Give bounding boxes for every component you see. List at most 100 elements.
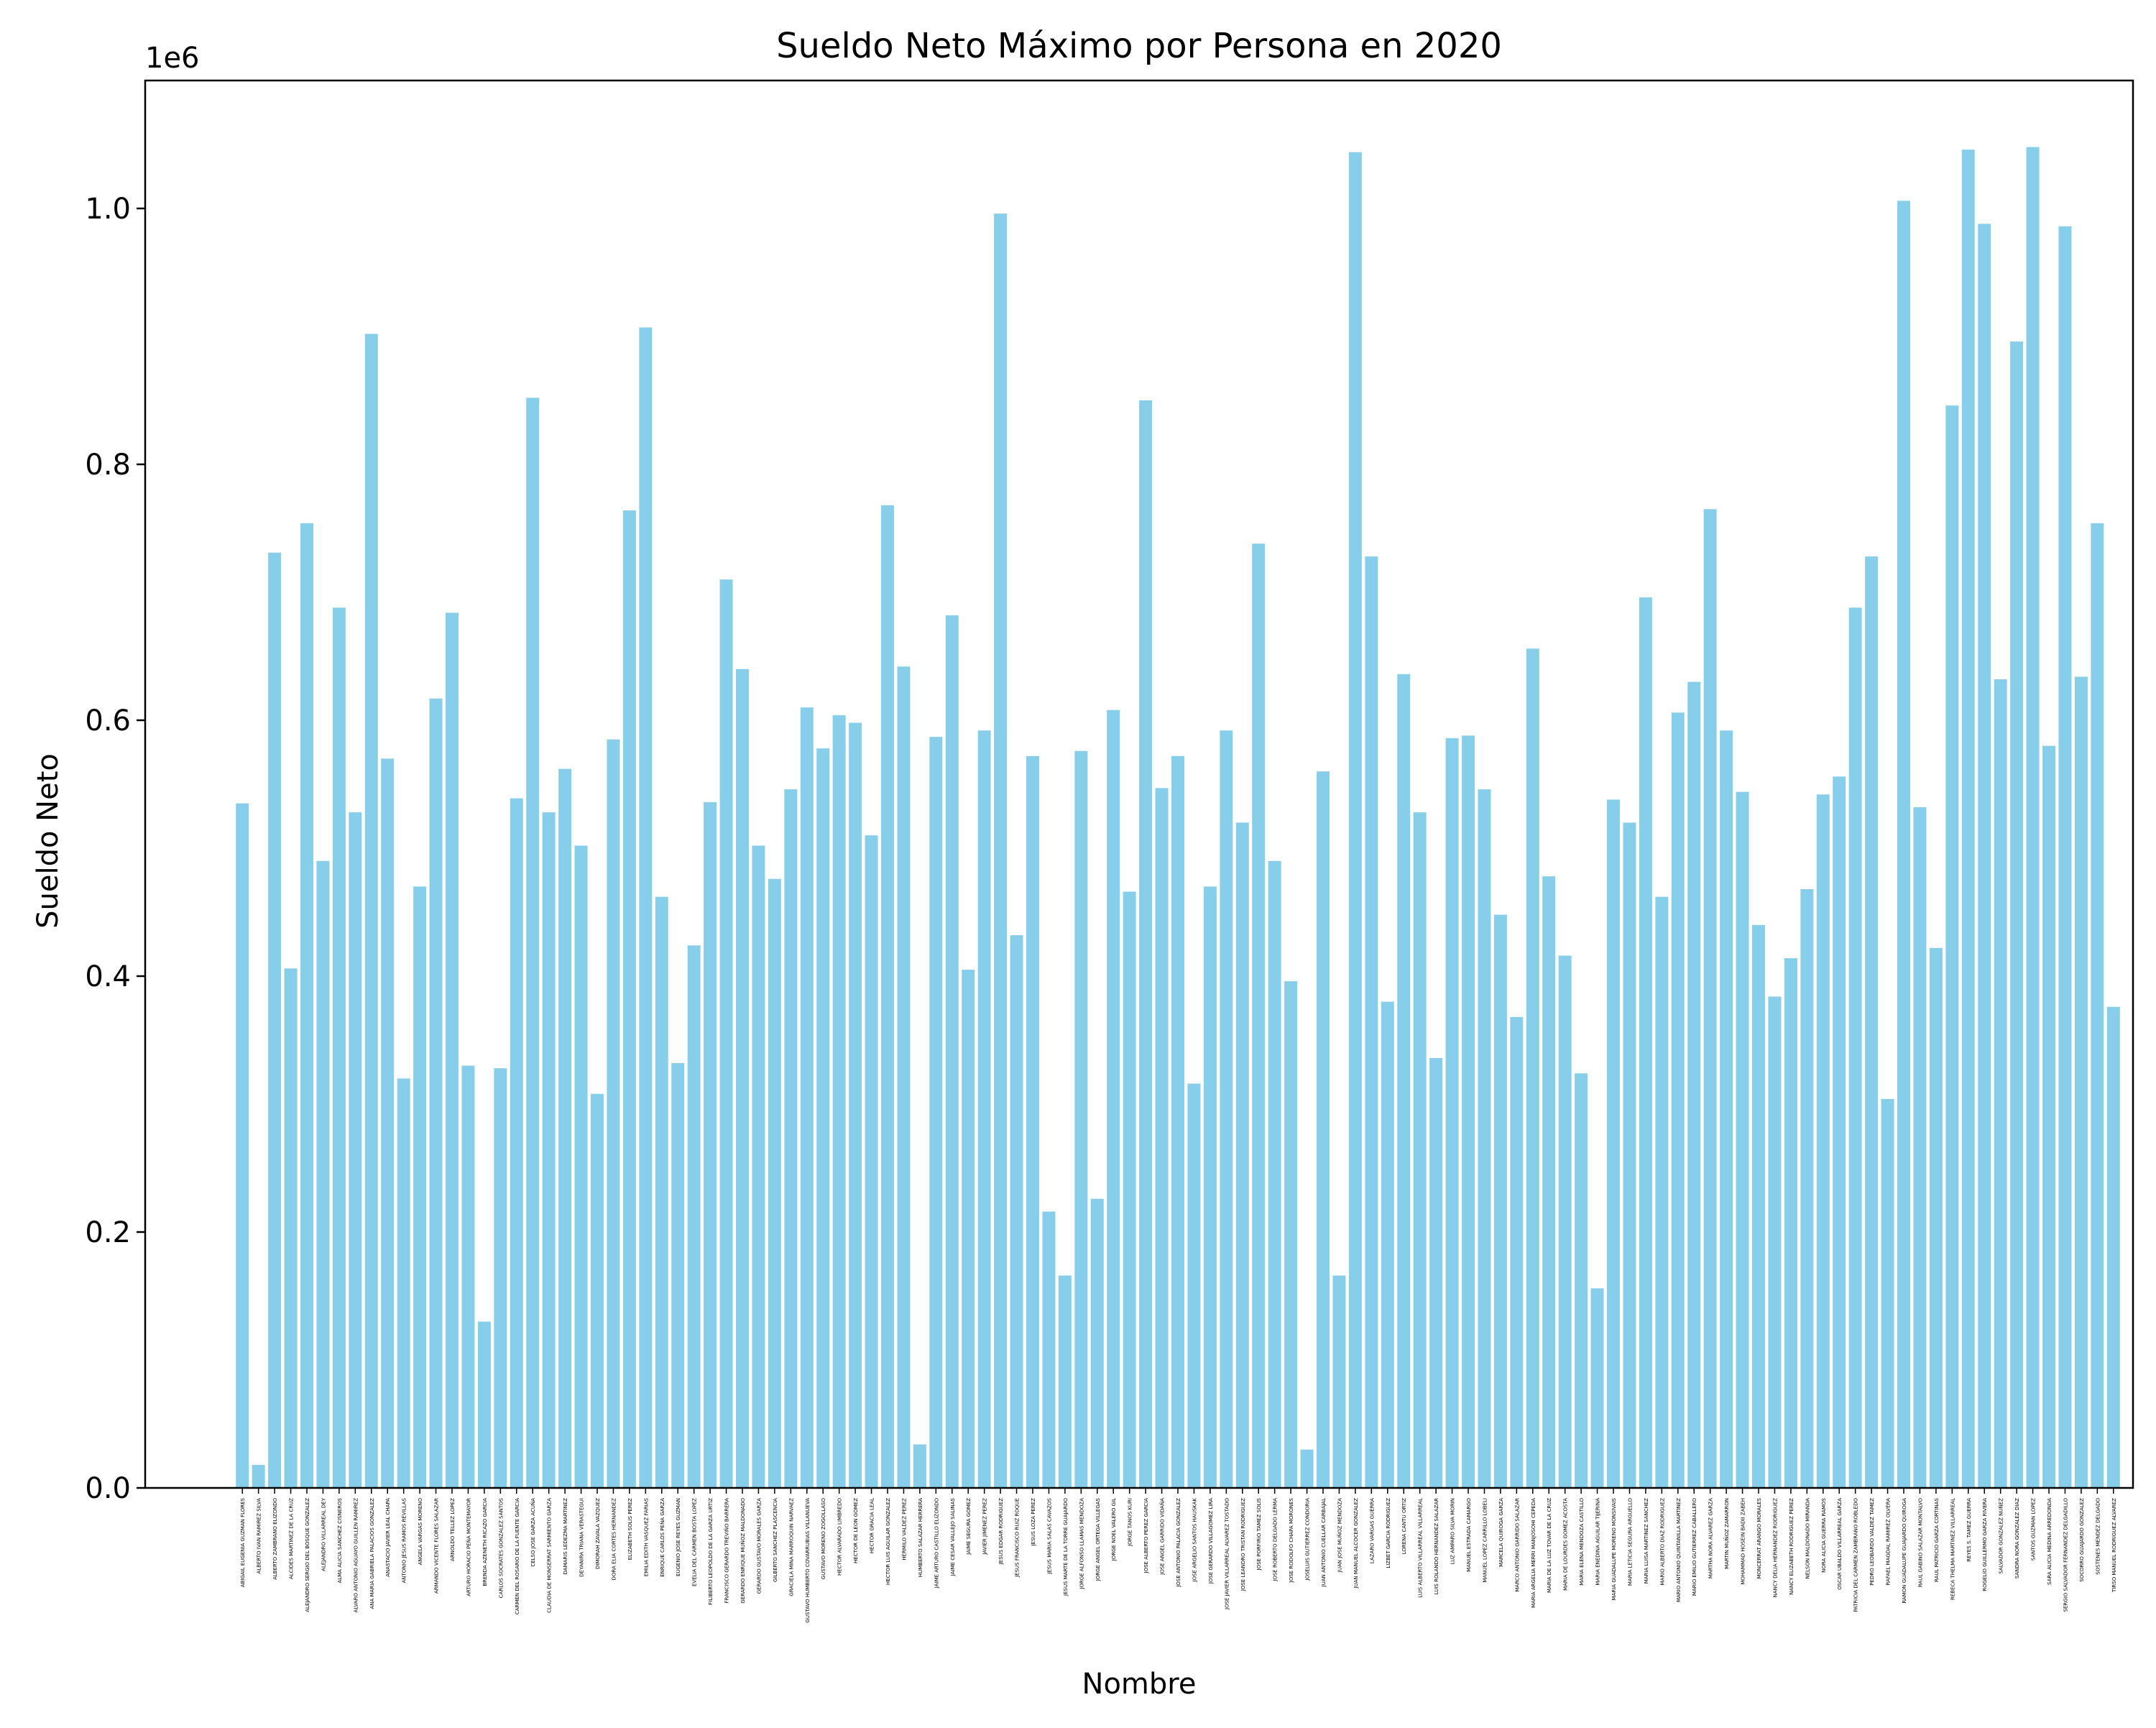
bar	[1493, 914, 1507, 1488]
x-tick-label: PEDRO LEOBARDO VALDEZ TAMEZ	[1869, 1498, 1875, 1586]
x-tick-label: JOSELUIS GUTIERREZ CONDORIA	[1305, 1498, 1311, 1581]
x-tick-label: GUSTAVO HUMBERTO COVARRUBIAS VILLANUEVA	[805, 1498, 811, 1623]
bar	[316, 860, 330, 1488]
x-tick-label: JESUS MARIA SALAS CAVAZOS	[1046, 1497, 1052, 1574]
bar	[1462, 735, 1475, 1488]
x-tick-label: MANUEL LOPEZ CARRILLO LOBELI	[1482, 1498, 1488, 1583]
x-tick-label: JESUS MARTE DE LA TORRE GUAJARDO	[1063, 1498, 1069, 1596]
x-tick-label: TIRSO MANUEL RODRIGUEZ ALVAREZ	[2111, 1498, 2117, 1593]
x-tick-label: GRACIELA MINA MARROQUIN NARVAEZ	[788, 1498, 794, 1596]
bar	[2058, 226, 2072, 1488]
bar	[591, 1093, 604, 1488]
bar	[1994, 679, 2007, 1488]
bar	[1720, 730, 1733, 1488]
x-tick-label: NANCY ELIZABETH RODRIGUEZ PEREZ	[1789, 1498, 1795, 1595]
bar	[1800, 888, 1814, 1488]
bar	[1945, 405, 1959, 1488]
x-tick-label: MARCO ANTONIO GARRIDO SALAZAR	[1514, 1498, 1520, 1592]
bar	[300, 523, 313, 1488]
bar	[2106, 1006, 2120, 1488]
x-tick-label: JOSE PORFIRIO TAMEZ SOLIS	[1256, 1497, 1262, 1571]
x-tick-label: DORA ELIA CORTES HERNANDEZ	[611, 1498, 617, 1581]
bar	[1252, 543, 1266, 1488]
bar	[1897, 201, 1910, 1488]
x-tick-label: GERARDO ENRIQUE MUÑOZ MALDONADO	[740, 1498, 746, 1604]
bar	[1639, 597, 1652, 1488]
bar	[622, 510, 636, 1488]
x-tick-label: RAMON GUADALUPE GUAJARDO QUIROGA	[1902, 1498, 1907, 1604]
x-tick-label: DEYANIRA TRIANA VERASTEGUI	[579, 1498, 585, 1577]
x-tick-label: LORENA CANTU ORTIZ	[1401, 1498, 1407, 1554]
bar	[1542, 876, 1556, 1488]
bar	[1155, 788, 1169, 1488]
bar	[1752, 924, 1765, 1488]
bar	[945, 615, 959, 1488]
bar	[526, 397, 540, 1489]
bar	[994, 213, 1008, 1488]
x-tick-label: ARNOLDO TELLEZ LOPEZ	[450, 1498, 456, 1561]
bar	[1590, 1288, 1604, 1488]
bar	[1833, 776, 1846, 1488]
y-tick-label: 1.0	[85, 193, 131, 226]
x-tick-label: CARMEN DEL ROSARIO DE LA FUENTE GARCIA	[515, 1498, 520, 1614]
bar	[1107, 709, 1120, 1488]
x-tick-label: LUZ AMPARO SILVA MORIN	[1450, 1498, 1456, 1564]
bar	[1139, 400, 1153, 1488]
bar	[1203, 886, 1217, 1488]
x-tick-label: SOSTENES MENDEZ DELGADO	[2095, 1498, 2101, 1575]
x-tick-label: JOSE ARGELIO SANTOS HAUSKAK	[1192, 1498, 1197, 1583]
bar	[816, 748, 830, 1488]
y-tick-label: 0.4	[85, 960, 131, 993]
bar	[1768, 996, 1782, 1488]
x-tick-label: FILIBERTO LEOPOLDO DE LA GARZA URTIZ	[708, 1498, 714, 1605]
bar	[494, 1068, 507, 1488]
bar	[1848, 607, 1862, 1488]
bar	[784, 789, 798, 1488]
x-axis-label: Nombre	[1082, 1668, 1197, 1701]
bar	[1220, 730, 1233, 1488]
y-axis-offset-label: 1e6	[145, 42, 200, 75]
x-tick-label: NANCY DELIA HERNANDEZ RODRIGUEZ	[1772, 1498, 1778, 1598]
x-tick-label: MOHAMMAD HOSEIN BADII ZABEH	[1741, 1498, 1746, 1585]
bar	[1058, 1275, 1072, 1488]
x-tick-label: CLAUDIA DE MONSERRAT SARMIENTO GARZA	[547, 1498, 553, 1613]
bar	[252, 1464, 265, 1488]
bar	[349, 812, 362, 1488]
bar	[574, 845, 588, 1488]
x-tick-label: NELSON MALDONADO MIRANDA	[1805, 1498, 1810, 1579]
bar	[1445, 737, 1459, 1488]
y-tick-label: 0.8	[85, 449, 131, 482]
x-tick-label: ANGELA VARGAS MORENO	[418, 1498, 423, 1566]
bar	[2042, 745, 2055, 1488]
x-tick-label: JAIME SEGURA GOMEZ	[966, 1498, 972, 1555]
x-tick-label: MARIA DE LOURDES GOMEZ ACOSTA	[1563, 1498, 1569, 1591]
x-tick-label: ENRIQUE CARLOS PEÑA GARZA	[659, 1498, 665, 1577]
x-tick-label: JAIME CESAR VALLEJO SALINAS	[950, 1497, 956, 1576]
bar	[607, 739, 620, 1488]
bar	[881, 505, 894, 1489]
x-tick-label: GILBERTO SANCHEZ PLASCENCIA	[773, 1498, 778, 1582]
x-tick-label: LIZBET GARCIA RODRIGUEZ	[1386, 1498, 1391, 1568]
bar	[1784, 958, 1797, 1488]
x-tick-label: HERMILO VALDEZ PEREZ	[901, 1498, 907, 1561]
bar	[719, 579, 733, 1489]
x-tick-label: CARLOS SOCRATES GONZALEZ SANTOS	[498, 1497, 504, 1598]
x-tick-label: ANASTACIO JAVIER LEAL CHAPA	[385, 1498, 391, 1577]
x-tick-label: MARTHA NORA ALVAREZ GARZA	[1708, 1498, 1714, 1578]
bar	[1687, 681, 1701, 1488]
bar	[1090, 1198, 1104, 1488]
x-tick-label: JORGE ALFONSO LLAMAS MENDOZA	[1079, 1498, 1084, 1590]
x-tick-label: JESUS LOZA PEREZ	[1031, 1498, 1036, 1547]
x-tick-label: HECTOR DE LEON GOMEZ	[853, 1498, 859, 1563]
bar	[1881, 1098, 1894, 1488]
bar	[1623, 822, 1636, 1488]
bar	[768, 878, 781, 1488]
x-tick-label: JUAN JOSE MUÑOZ MENDOZA	[1336, 1498, 1342, 1573]
x-tick-label: ANA MARIA GABRIELA PALACIOS GONZALEZ	[369, 1498, 375, 1609]
x-tick-label: RAFAEL MAGDAL RAMIREZ OLVERA	[1886, 1498, 1892, 1586]
x-tick-label: SERGIO SALVADOR FERNANDEZ DELGADILLO	[2063, 1498, 2068, 1612]
x-tick-label: ANTONIO JESUS RAMOS REVILLAS	[402, 1497, 407, 1583]
x-tick-label: SARA ALICIA MEDINA ARREDONDA	[2047, 1498, 2053, 1585]
x-tick-label: MARIA DE LA LUZ TOVAR DE LA CRUZ	[1547, 1498, 1552, 1593]
bar	[1074, 750, 1088, 1488]
